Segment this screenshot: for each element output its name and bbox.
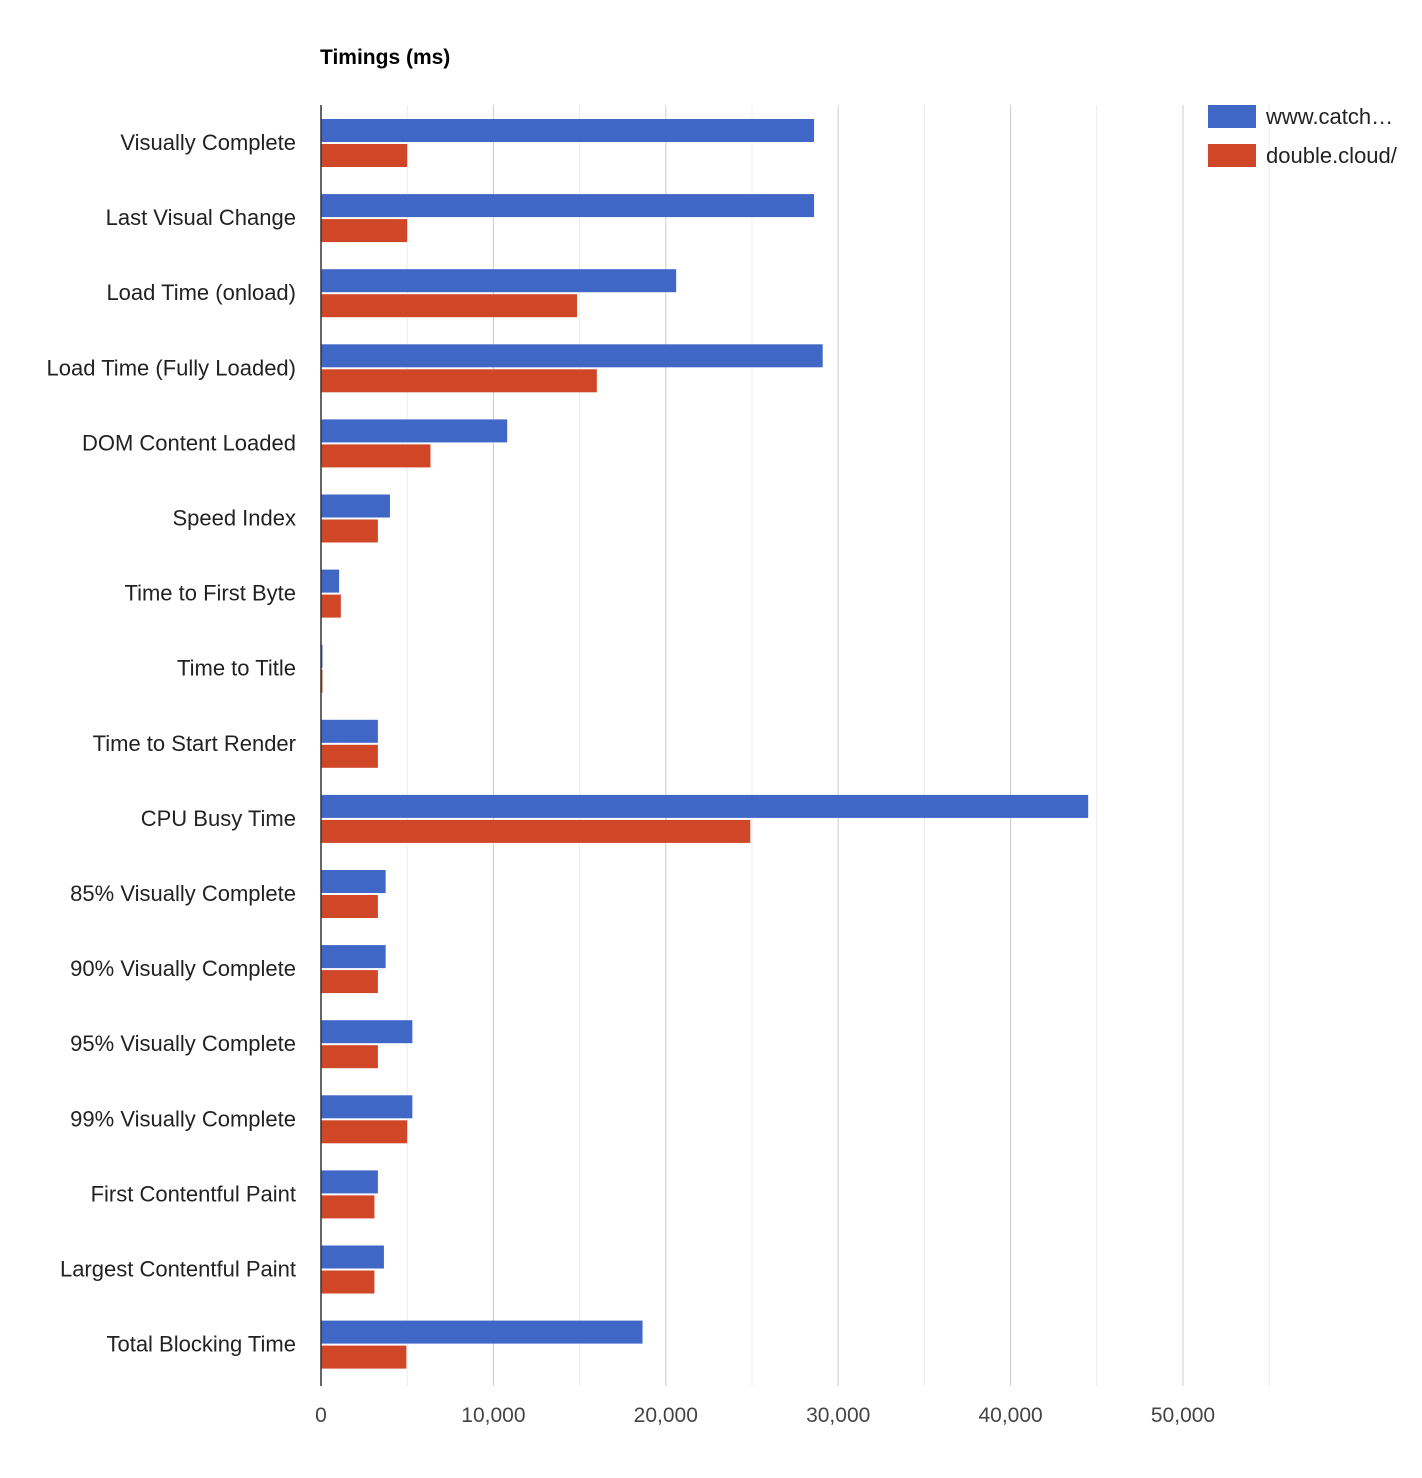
x-tick-label: 30,000 <box>806 1404 870 1427</box>
bar-series-1 <box>321 569 340 593</box>
bar-series-1 <box>321 119 815 142</box>
bar-series-1 <box>321 494 390 518</box>
category-label: Load Time (onload) <box>106 280 296 305</box>
bar-series-2 <box>321 1195 375 1219</box>
bar-series-1 <box>321 419 508 443</box>
category-label: Time to Start Render <box>93 731 296 756</box>
category-label: Total Blocking Time <box>106 1332 296 1357</box>
bar-series-2 <box>321 970 378 994</box>
bar-series-2 <box>321 444 431 468</box>
category-label: Largest Contentful Paint <box>60 1257 296 1282</box>
bar-series-2 <box>321 519 378 543</box>
x-tick-label: 50,000 <box>1151 1404 1215 1427</box>
bar-series-2 <box>321 895 378 918</box>
legend-label: www.catch… <box>1265 104 1393 129</box>
bars <box>321 119 1089 1369</box>
legend: www.catch… double.cloud/ <box>1208 104 1398 168</box>
category-label: 90% Visually Complete <box>70 956 296 981</box>
chart-title: Timings (ms) <box>320 46 450 69</box>
bar-series-2 <box>321 819 751 843</box>
bar-series-2 <box>321 294 578 318</box>
category-label: Visually Complete <box>120 130 296 155</box>
bar-series-1 <box>321 344 823 368</box>
legend-swatch <box>1208 144 1256 167</box>
x-tick-label: 20,000 <box>634 1404 698 1427</box>
bar-series-1 <box>321 269 677 293</box>
legend-swatch <box>1208 105 1256 128</box>
bar-series-2 <box>321 1045 378 1069</box>
category-label: Time to First Byte <box>124 581 296 606</box>
bar-series-2 <box>321 594 341 618</box>
bar-series-1 <box>321 1245 384 1269</box>
category-label: 85% Visually Complete <box>70 881 296 906</box>
bar-series-2 <box>321 1345 407 1369</box>
gridlines <box>406 105 1270 1386</box>
category-label: 99% Visually Complete <box>70 1106 296 1131</box>
bar-series-2 <box>321 1270 375 1294</box>
category-label: Load Time (Fully Loaded) <box>47 355 296 380</box>
bar-series-1 <box>321 794 1089 818</box>
category-label: Last Visual Change <box>106 205 296 230</box>
bar-series-1 <box>321 1170 378 1194</box>
bar-series-1 <box>321 945 386 969</box>
category-label: Time to Title <box>177 656 296 681</box>
category-label: 95% Visually Complete <box>70 1031 296 1056</box>
bar-series-1 <box>321 1320 643 1344</box>
x-tick-label: 0 <box>315 1404 327 1427</box>
bar-series-2 <box>321 144 408 167</box>
bar-series-1 <box>321 870 386 893</box>
bar-series-2 <box>321 219 408 243</box>
x-tick-label: 40,000 <box>978 1404 1042 1427</box>
bar-series-1 <box>321 1095 413 1119</box>
category-label: DOM Content Loaded <box>82 430 296 455</box>
category-labels: Visually Complete Last Visual Change Load … <box>47 130 296 1357</box>
category-label: Speed Index <box>172 506 296 531</box>
legend-label: double.cloud/ <box>1266 143 1398 168</box>
category-label: First Contentful Paint <box>91 1181 296 1206</box>
bar-series-2 <box>321 744 378 768</box>
bar-series-2 <box>321 1120 408 1144</box>
bar-series-1 <box>321 719 378 743</box>
x-tick-labels: 0 10,000 20,000 30,000 40,000 50,000 <box>315 1404 1215 1427</box>
bar-series-1 <box>321 1020 413 1044</box>
x-tick-label: 10,000 <box>461 1404 525 1427</box>
bar-series-2 <box>321 369 597 393</box>
category-label: CPU Busy Time <box>141 806 296 831</box>
bar-series-1 <box>321 194 815 218</box>
